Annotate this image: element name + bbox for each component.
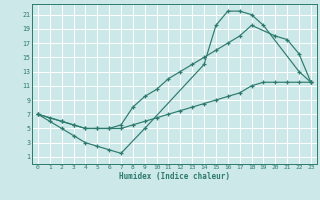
- X-axis label: Humidex (Indice chaleur): Humidex (Indice chaleur): [119, 172, 230, 181]
